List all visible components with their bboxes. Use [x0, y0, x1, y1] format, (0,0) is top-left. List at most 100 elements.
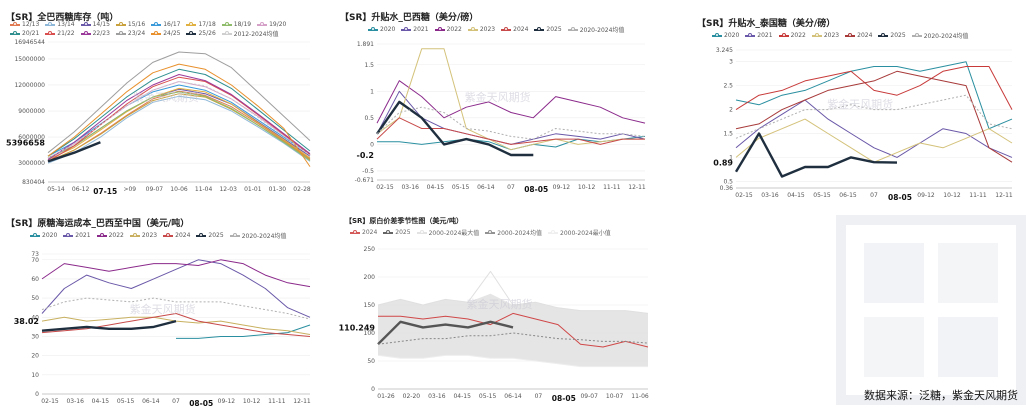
series-line-2020-2024-: [41, 297, 311, 320]
seal-watermark: [836, 215, 1026, 405]
legend-item[interactable]: 2000-2024最大值: [416, 228, 480, 237]
legend-item[interactable]: 2021: [401, 25, 429, 34]
legend-item[interactable]: 2020: [30, 231, 57, 240]
chart-watermark: 紫金天风期货: [465, 90, 531, 104]
legend-label: 13/14: [57, 21, 75, 28]
series-line-2024: [378, 312, 649, 348]
legend-item[interactable]: 2012-2024均值: [221, 29, 279, 38]
legend-label: 25/26: [198, 30, 216, 37]
legend-label: 19/20: [269, 21, 287, 28]
x-tick-label: 10-12: [243, 398, 261, 405]
x-tick-label: 05-14: [47, 186, 65, 193]
y-tick-label: 830404: [22, 179, 45, 186]
legend-label: 22/23: [92, 30, 110, 37]
x-tick-label: 06-14: [477, 184, 495, 191]
legend-label: 15/16: [127, 21, 146, 28]
legend-swatch: [10, 30, 20, 35]
legend-item[interactable]: 2024: [350, 228, 377, 237]
y-tick-label: 1: [729, 154, 733, 161]
chart-legend: 2020 2021 2022 2023 2024 2025 2020-2024均值: [30, 231, 330, 240]
legend-item[interactable]: 2000-2024最小值: [548, 228, 611, 237]
chart-watermark: 紫金天风期货: [467, 297, 533, 311]
legend-item[interactable]: 2020-2024均值: [911, 31, 968, 40]
legend-swatch: [878, 32, 889, 37]
legend-item[interactable]: 23/24: [115, 29, 145, 38]
x-tick-label: 08-05: [888, 193, 912, 202]
series-line-2022: [735, 66, 1013, 111]
legend-swatch: [10, 21, 20, 26]
last-value-label: 38.02: [14, 317, 39, 326]
legend-item[interactable]: 12/13: [10, 21, 39, 28]
legend-item[interactable]: 2024: [845, 31, 872, 40]
legend-swatch: [186, 30, 197, 35]
x-tick-label: 05-15: [813, 192, 831, 199]
series-line-2020-2024-: [735, 94, 1013, 139]
legend-item[interactable]: 2023: [811, 31, 839, 40]
legend-item[interactable]: 2020: [712, 31, 739, 40]
legend-item[interactable]: 2022: [96, 231, 124, 240]
y-tick-label: 0.5: [364, 115, 374, 122]
x-tick-label: 06-14: [504, 393, 522, 400]
legend-item[interactable]: 2020-2024均值: [229, 231, 286, 240]
legend-item[interactable]: 18/19: [221, 21, 251, 28]
legend-swatch: [745, 32, 756, 37]
x-tick-label: 03-16: [401, 184, 419, 191]
legend-item[interactable]: 15/16: [115, 21, 146, 28]
series-line-23-24: [47, 51, 311, 154]
legend-label: 2024: [857, 32, 873, 39]
legend-item[interactable]: 2023: [129, 231, 158, 240]
legend-label: 2021: [757, 32, 773, 39]
legend-item[interactable]: 19/20: [257, 21, 286, 28]
y-tick-label: 40: [31, 314, 39, 321]
legend-item[interactable]: 2025: [383, 228, 411, 237]
legend-item[interactable]: 2000-2024均值: [485, 228, 542, 237]
y-tick-label: 15000000: [14, 56, 45, 63]
legend-label: 2023: [141, 232, 158, 239]
legend-item[interactable]: 24/25: [151, 29, 180, 38]
x-tick-label: 11-11: [603, 184, 621, 191]
legend-item[interactable]: 2022: [434, 25, 462, 34]
series-line-18-19: [47, 91, 311, 161]
x-tick-label: 11-11: [268, 398, 286, 405]
y-tick-label: 0: [35, 391, 39, 398]
legend-item[interactable]: 25/26: [186, 29, 216, 38]
legend-swatch: [434, 26, 445, 31]
legend-item[interactable]: 2025: [878, 31, 906, 40]
legend-item[interactable]: 14/15: [80, 21, 110, 28]
legend-item[interactable]: 2022: [778, 31, 806, 40]
legend-item[interactable]: 22/23: [80, 29, 110, 38]
chart-brazil-inventory: 16946544 15000000 12000000 9000000 6000000 30…: [6, 39, 311, 196]
legend-item[interactable]: 2021: [745, 31, 773, 40]
legend-item[interactable]: 17/18: [186, 21, 216, 28]
legend-item[interactable]: 2024: [163, 231, 190, 240]
legend-label: 2000-2024最大值: [428, 230, 480, 237]
legend-label: 2022: [108, 232, 124, 239]
legend-item[interactable]: 2020-2024均值: [567, 25, 625, 34]
series-line-17-18: [47, 87, 311, 161]
legend-swatch: [115, 30, 126, 35]
legend-item[interactable]: 20/21: [10, 29, 39, 38]
legend-swatch: [80, 30, 91, 35]
legend-item[interactable]: 2025: [534, 25, 562, 34]
legend-item[interactable]: 2021: [63, 231, 91, 240]
legend-item[interactable]: 13/14: [45, 21, 75, 28]
legend-item[interactable]: 16/17: [151, 21, 180, 28]
series-line-2012-2024-: [47, 81, 311, 159]
y-tick-label: 73: [31, 251, 39, 258]
legend-label: 2020-2024均值: [579, 27, 625, 34]
series-line-2000-2024-: [377, 270, 649, 314]
legend-item[interactable]: 21/22: [45, 29, 75, 38]
legend-item[interactable]: 2024: [501, 25, 528, 34]
legend-item[interactable]: 2020: [368, 25, 395, 34]
last-value-label: 110.249: [339, 323, 376, 332]
y-tick-label: 12000000: [14, 82, 45, 89]
series-line-24-25: [47, 63, 311, 167]
legend-item[interactable]: 2025: [196, 231, 224, 240]
x-tick-label: 09-07: [580, 393, 598, 400]
legend-label: 2020: [42, 232, 58, 239]
legend-swatch: [221, 21, 232, 26]
x-tick-label: 07: [172, 398, 180, 405]
legend-item[interactable]: 2023: [467, 25, 495, 34]
x-tick-label: 04-15: [427, 184, 445, 191]
